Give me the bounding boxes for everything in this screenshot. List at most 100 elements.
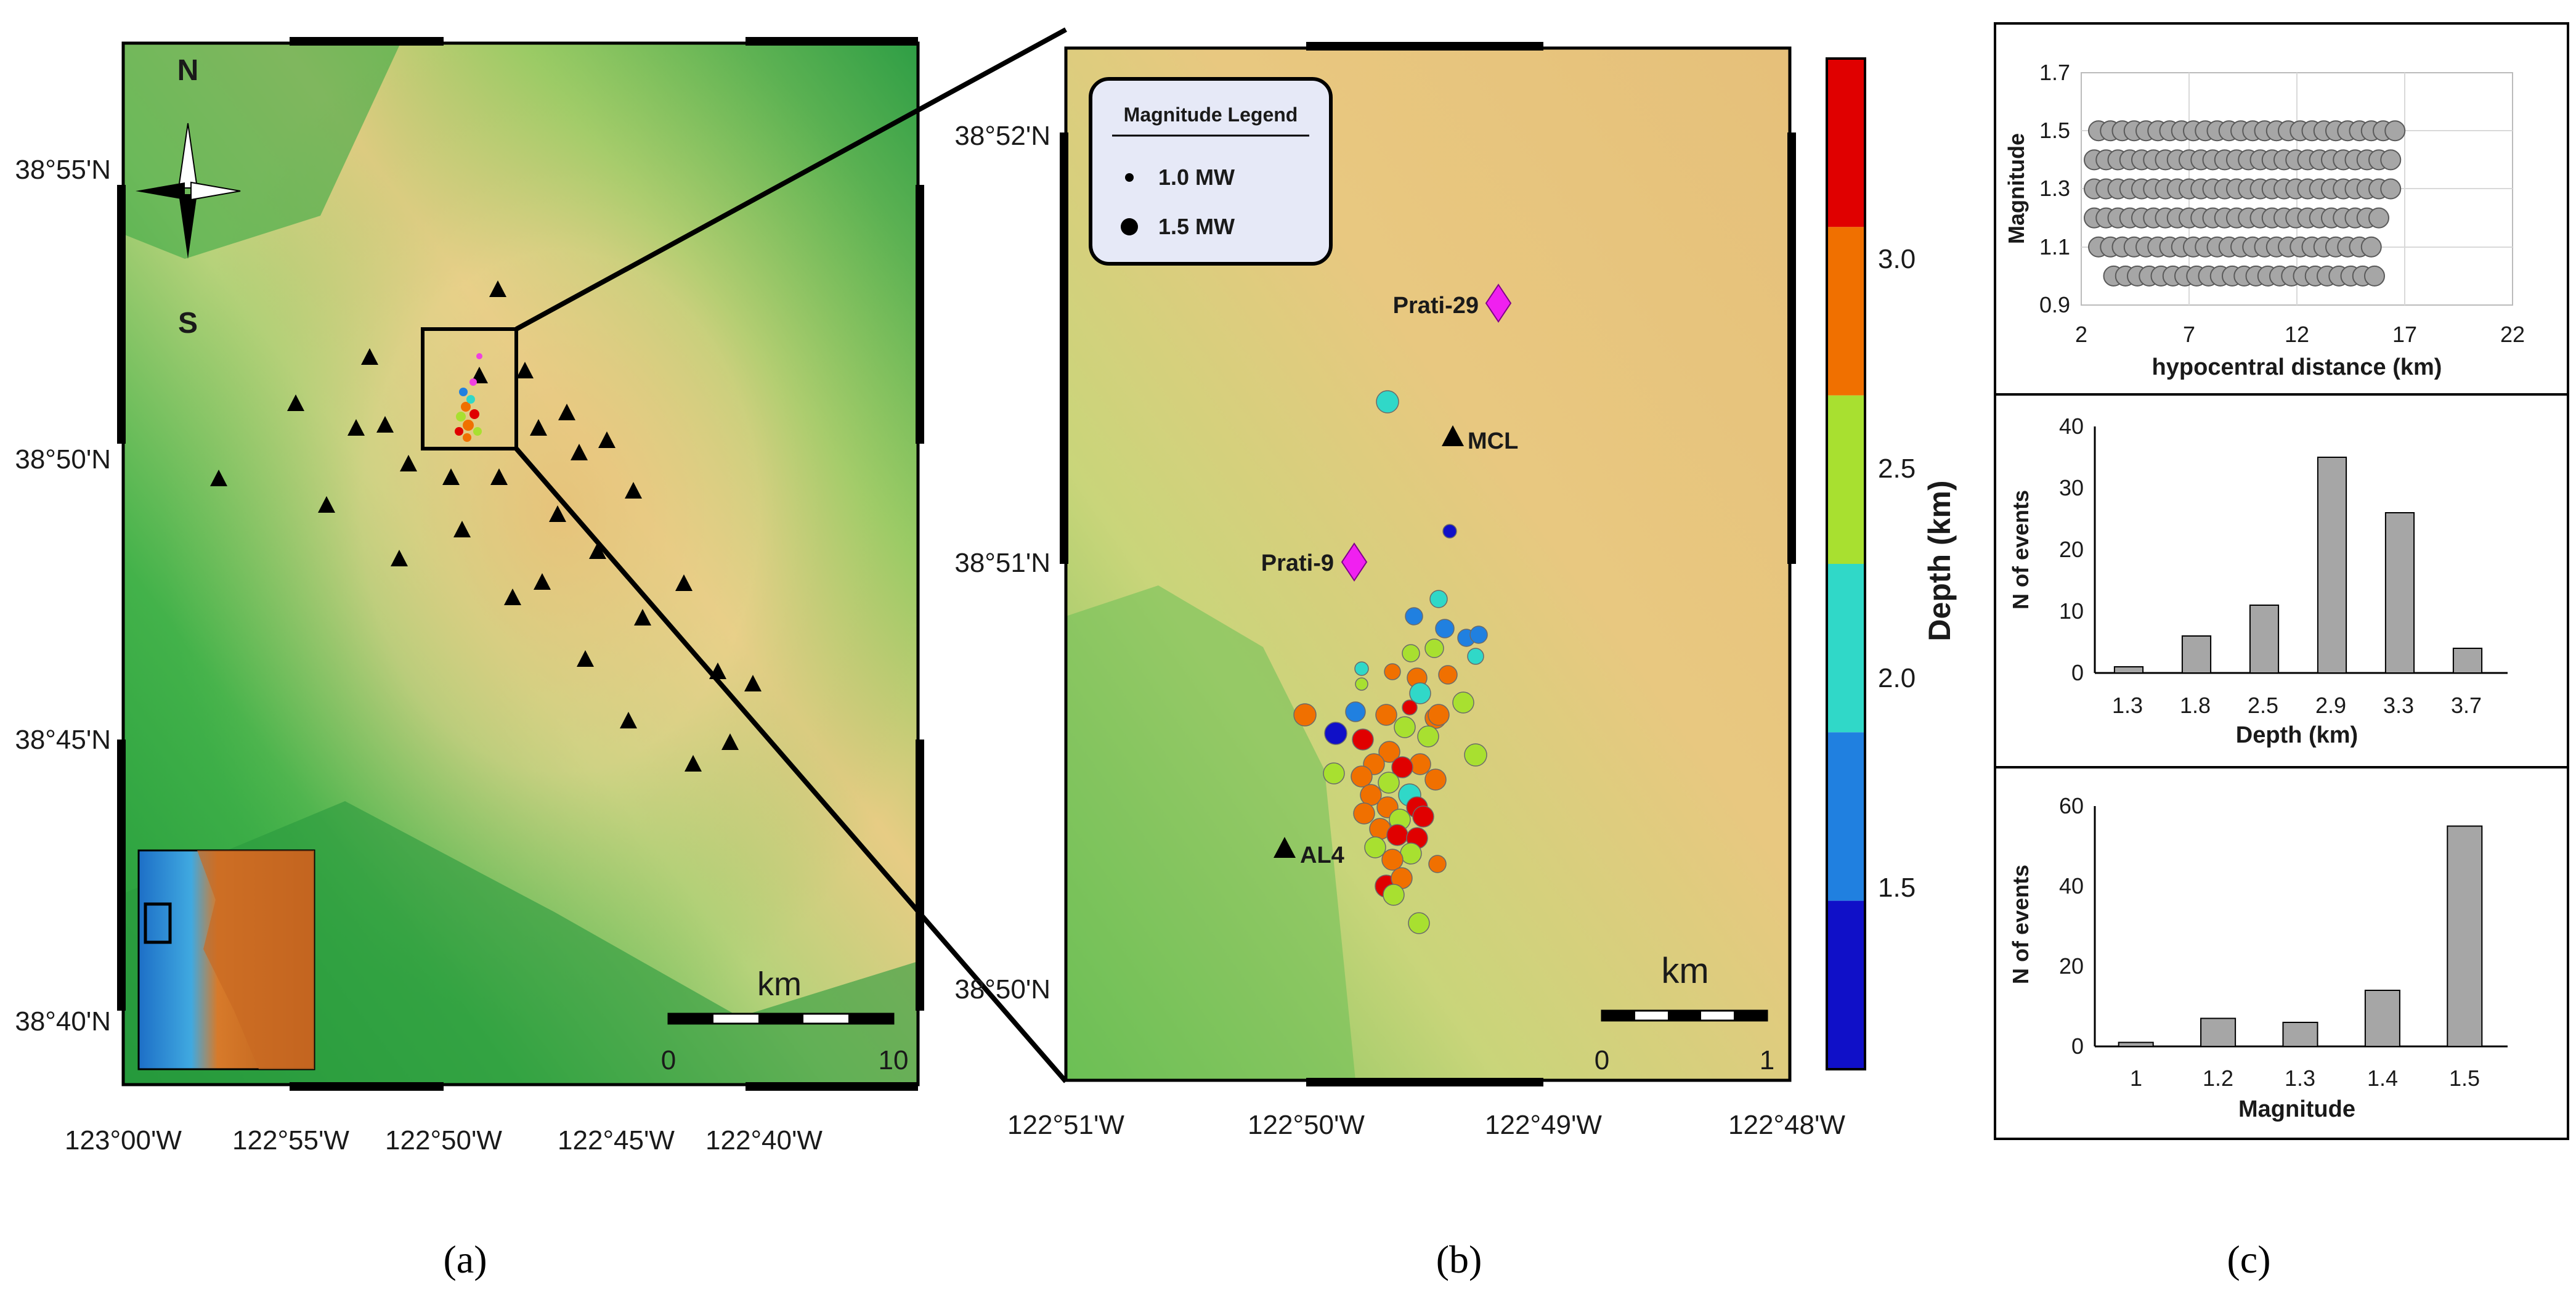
- event: [1429, 590, 1448, 608]
- station-marker: [558, 404, 575, 420]
- histogram-magnitude: 60 40 20 0 1 1.2 1.3 1.4 1.5 Magnitude N…: [2008, 793, 2508, 1122]
- station-marker: [318, 496, 335, 513]
- scatter-point: [2384, 120, 2406, 142]
- event: [1354, 661, 1369, 676]
- hist-mag-bars: [2118, 825, 2483, 1047]
- histogram-bar: [2447, 825, 2483, 1047]
- hist-depth-ylabel: N of events: [2008, 490, 2033, 609]
- panel-a-map: 38°55'N 38°50'N 38°45'N 38°40'N 123°00'W…: [15, 37, 924, 1155]
- scalebar-b-min: 0: [1595, 1045, 1609, 1075]
- station-marker: [442, 468, 460, 485]
- colorbar-tick-4: 1.5: [1878, 873, 1916, 903]
- lon-label-a-4: 122°45'W: [558, 1125, 675, 1155]
- histogram-bar: [2249, 605, 2280, 674]
- scatter-point: [2360, 236, 2382, 258]
- station-al4-marker: [1274, 837, 1296, 858]
- histogram-bar: [2282, 1022, 2318, 1047]
- event: [1409, 753, 1431, 775]
- panel-c: 1.7 1.5 1.3 1.1 0.9 2 7 12 17 22 hypocen…: [1994, 22, 2569, 1140]
- event: [1402, 644, 1420, 662]
- scalebar-b-max: 1: [1760, 1045, 1774, 1075]
- scalebar-a-min: 0: [661, 1045, 676, 1075]
- event: [1355, 677, 1368, 691]
- station-marker: [287, 394, 304, 411]
- station-marker: [376, 416, 394, 433]
- hist-depth-ytick-2: 30: [2059, 475, 2084, 500]
- event: [1351, 765, 1373, 788]
- event: [1384, 663, 1401, 680]
- event: [1409, 682, 1431, 704]
- station-marker: [620, 712, 637, 728]
- earthquake-events: [1293, 390, 1488, 934]
- scatter-ylabel: Magnitude: [2004, 133, 2029, 244]
- hist-mag-cat-5: 1.5: [2449, 1066, 2480, 1091]
- lat-label-a-3: 38°45'N: [15, 725, 111, 755]
- hist-depth-xlabel: Depth (km): [2236, 722, 2358, 748]
- lat-label-a-4: 38°40'N: [15, 1006, 111, 1037]
- scatter-xlabel: hypocentral distance (km): [2152, 354, 2442, 380]
- lat-label-b-2: 38°51'N: [954, 548, 1050, 578]
- hist-mag-ytick-1: 60: [2059, 793, 2084, 818]
- compass-rose-icon: [136, 123, 241, 259]
- event: [1428, 855, 1447, 873]
- hist-mag-ytick-2: 40: [2059, 873, 2084, 899]
- event: [1469, 626, 1488, 644]
- scatter-magnitude-distance: 1.7 1.5 1.3 1.1 0.9 2 7 12 17 22 hypocen…: [2004, 60, 2525, 380]
- lat-label-a-2: 38°50'N: [15, 444, 111, 475]
- scatter-ytick-1: 1.7: [2039, 60, 2070, 85]
- legend-small-dot: [1125, 173, 1134, 182]
- station-marker: [534, 573, 551, 590]
- event: [1412, 805, 1434, 828]
- scatter-point: [2368, 207, 2389, 229]
- caption-b: (b): [1436, 1237, 1482, 1281]
- lon-label-a-5: 122°40'W: [705, 1125, 823, 1155]
- event: [1402, 699, 1418, 715]
- panel-b-frame-ticks: [1060, 42, 1796, 1086]
- colorbar-segment: [1827, 59, 1865, 227]
- histogram-bar: [2364, 990, 2400, 1047]
- lon-label-a-3: 122°50'W: [385, 1125, 502, 1155]
- colorbar-label: Depth (km): [1922, 480, 1957, 641]
- station-marker: [490, 468, 508, 485]
- histogram-bar: [2113, 666, 2144, 674]
- colorbar-segment: [1827, 564, 1865, 733]
- event: [1435, 619, 1455, 638]
- well-prati-9-label: Prati-9: [1261, 550, 1334, 576]
- event: [1364, 836, 1386, 858]
- scatter-xtick-4: 17: [2392, 322, 2417, 347]
- lon-label-b-3: 122°49'W: [1485, 1110, 1602, 1140]
- histogram-bar: [2181, 635, 2212, 674]
- station-marker: [489, 280, 506, 297]
- station-marker: [634, 609, 651, 626]
- scatter-xtick-2: 7: [2183, 322, 2195, 347]
- event: [1293, 703, 1317, 727]
- colorbar-segment: [1827, 732, 1865, 901]
- event: [1417, 725, 1439, 748]
- station-marker: [685, 755, 702, 772]
- scatter-points: [2084, 120, 2406, 287]
- scatter-point: [2380, 178, 2402, 200]
- station-marker: [361, 348, 378, 365]
- hist-depth-bars: [2113, 457, 2483, 674]
- scatter-ytick-5: 0.9: [2039, 292, 2070, 317]
- scalebar-b-unit: km: [1661, 951, 1709, 991]
- event: [1352, 728, 1374, 751]
- event: [1442, 524, 1457, 539]
- event: [1376, 390, 1399, 414]
- zoom-line-bottom: [514, 447, 1068, 1083]
- colorbar-segment: [1827, 900, 1865, 1069]
- hist-mag-xlabel: Magnitude: [2238, 1096, 2355, 1122]
- station-marker: [571, 444, 588, 460]
- event: [1424, 768, 1447, 791]
- hist-mag-ylabel: N of events: [2008, 865, 2033, 984]
- lon-label-a-2: 122°55'W: [232, 1125, 349, 1155]
- zoom-line-top: [515, 27, 1067, 332]
- event: [1405, 607, 1423, 626]
- lat-label-a-1: 38°55'N: [15, 155, 111, 185]
- station-marker: [210, 470, 227, 486]
- magnitude-legend: [1089, 77, 1333, 266]
- colorbar-tick-3: 2.0: [1878, 663, 1916, 693]
- panel-b-map: 38°52'N 38°51'N 38°50'N 122°51'W 122°50'…: [954, 42, 1957, 1140]
- station-marker: [549, 505, 566, 522]
